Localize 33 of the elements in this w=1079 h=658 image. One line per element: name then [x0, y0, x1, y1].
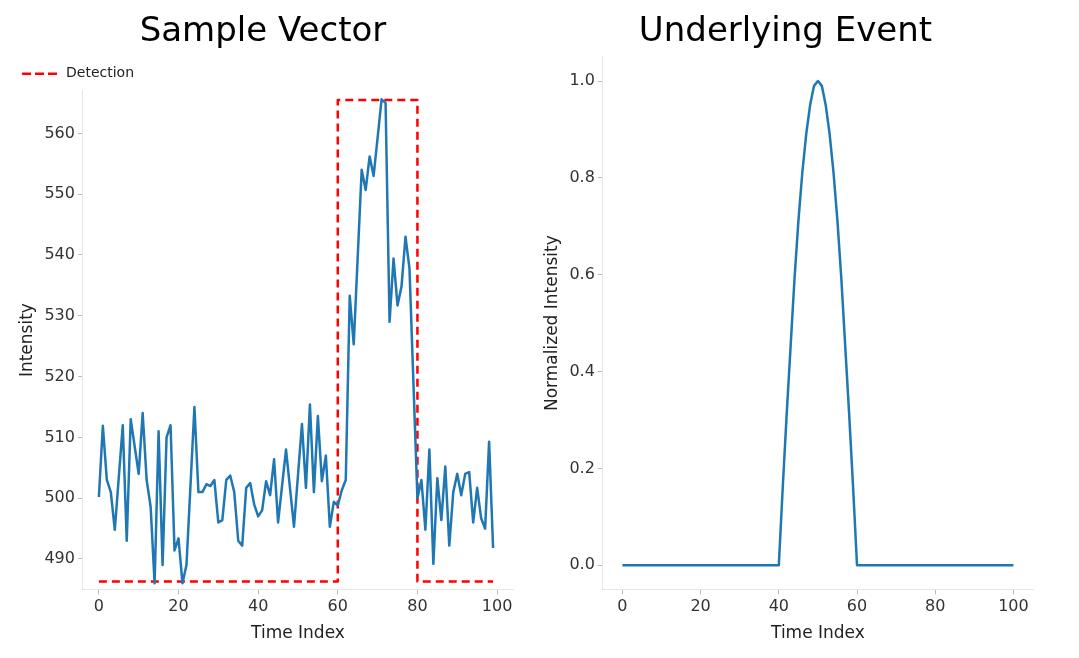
x-axis-title: Time Index — [250, 622, 345, 643]
chart-title: Sample Vector — [139, 9, 387, 50]
y-tick-label: 0.0 — [569, 554, 595, 574]
y-tick-label: 0.8 — [569, 167, 595, 186]
x-tick-label: 80 — [407, 596, 428, 616]
x-tick-label: 60 — [846, 596, 868, 616]
x-tick-label: 0 — [93, 596, 104, 616]
y-tick-label: 500 — [44, 487, 75, 507]
y-axis-title: Intensity — [15, 303, 36, 378]
x-tick-label: 60 — [327, 596, 348, 616]
x-tick-label: 100 — [998, 596, 1029, 616]
x-tick-label: 40 — [247, 596, 269, 616]
y-tick-label: 0.4 — [569, 360, 595, 380]
x-tick-label: 20 — [690, 596, 711, 616]
y-tick-label: 540 — [44, 244, 75, 264]
y-tick-label: 1.0 — [569, 70, 595, 90]
x-tick-label: 0 — [617, 596, 628, 616]
x-tick-label: 100 — [481, 596, 513, 616]
y-tick-label: 530 — [44, 304, 75, 324]
x-tick-label: 80 — [925, 596, 946, 616]
x-tick-label: 20 — [168, 596, 189, 616]
y-tick-label: 550 — [44, 183, 75, 203]
y-axis-title: Normalized Intensity — [540, 235, 561, 412]
y-tick-label: 0.6 — [569, 263, 595, 283]
y-tick-label: 0.2 — [569, 457, 595, 477]
y-tick-label: 510 — [44, 426, 75, 446]
y-tick-label: 490 — [44, 548, 75, 568]
y-tick-label: 520 — [44, 365, 75, 385]
x-tick-label: 40 — [768, 596, 789, 616]
legend-label: Detection — [66, 64, 135, 81]
chart-title: Underlying Event — [638, 9, 933, 50]
y-tick-label: 560 — [44, 122, 75, 142]
x-axis-title: Time Index — [770, 622, 865, 643]
